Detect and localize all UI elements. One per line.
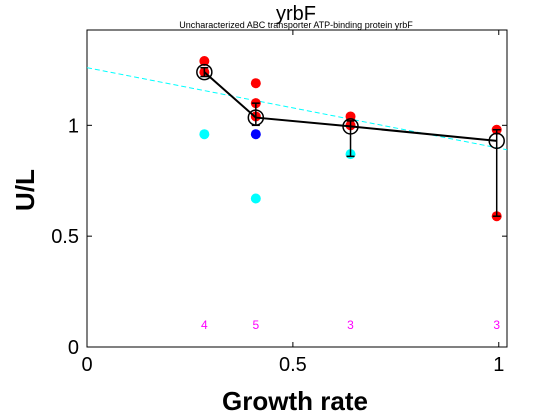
- mean-marker-2: [342, 118, 359, 135]
- y-axis-label: U/L: [10, 169, 40, 211]
- x-tick-label-2: 1: [493, 354, 504, 376]
- cyan-point-1: [250, 193, 261, 204]
- x-axis-label: Growth rate: [222, 386, 368, 416]
- count-label-3: 3: [493, 318, 500, 332]
- cyan-point-0: [199, 129, 210, 140]
- fit-line-layer: [86, 67, 508, 151]
- red-point-0: [199, 56, 210, 67]
- chart-subtitle: Uncharacterized ABC transporter ATP-bind…: [179, 20, 413, 30]
- axes-layer: 0 0.5 1 0 0.5 1: [51, 30, 507, 376]
- mean-marker-0: [196, 63, 213, 81]
- y-tick-label-1: 0.5: [51, 226, 79, 248]
- x-tick-label-0: 0: [81, 354, 92, 376]
- counts-layer: 4 5 3 3: [201, 318, 500, 332]
- blue-point-0: [250, 129, 261, 140]
- plot-area: [86, 29, 508, 348]
- chart-title: yrbF: [276, 3, 316, 25]
- count-label-1: 5: [252, 318, 259, 332]
- fit-line: [86, 67, 508, 151]
- y-tick-label-2: 1: [68, 115, 79, 137]
- count-label-2: 3: [347, 318, 354, 332]
- count-label-0: 4: [201, 318, 208, 332]
- mean-marker-1: [247, 109, 265, 126]
- mean-line: [203, 71, 497, 142]
- mean-layer: [196, 63, 505, 217]
- x-tick-label-1: 0.5: [279, 354, 307, 376]
- mean-marker-3: [488, 132, 505, 150]
- red-point-2: [250, 78, 261, 89]
- y-tick-label-0: 0: [68, 337, 79, 359]
